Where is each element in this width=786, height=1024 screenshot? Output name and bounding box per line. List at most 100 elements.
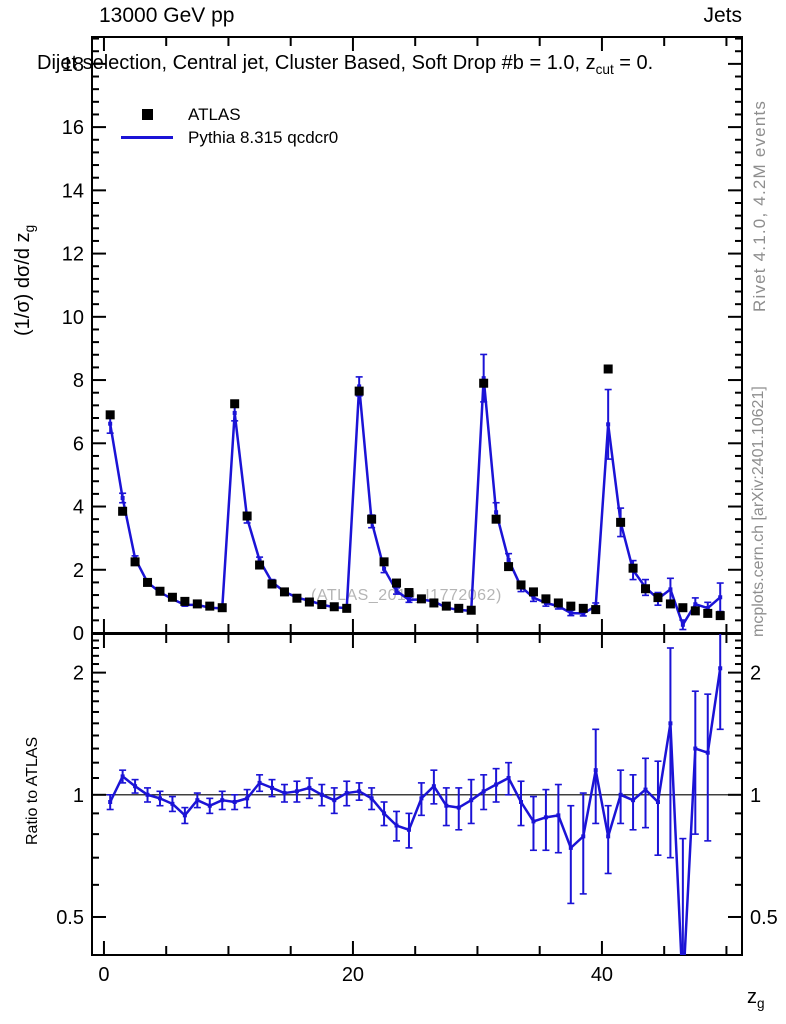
atlas-data-marker	[466, 605, 476, 615]
atlas-data-marker	[118, 506, 128, 516]
atlas-data-marker	[342, 603, 352, 613]
atlas-data-marker	[217, 603, 227, 613]
mc-point-marker	[568, 611, 573, 616]
mc-point-marker	[406, 597, 411, 602]
main-y-tick-label: 18	[62, 54, 84, 76]
mc-point-marker	[431, 784, 436, 789]
x-title-subscript: g	[757, 996, 765, 1012]
mc-point-marker	[257, 558, 262, 563]
mc-point-marker	[157, 796, 162, 801]
legend: ATLAS Pythia 8.315 qcdcr0	[118, 103, 338, 149]
subtitle-text: Dijet selection, Central jet, Cluster Ba…	[37, 52, 596, 74]
main-y-tick-label: 4	[73, 497, 84, 519]
atlas-data-marker	[143, 577, 153, 587]
mc-point-marker	[220, 798, 225, 803]
atlas-data-marker	[479, 378, 489, 388]
mc-point-marker	[245, 796, 250, 801]
ratio-y-tick-label-right: 1	[750, 785, 761, 807]
atlas-data-marker	[578, 603, 588, 613]
atlas-data-marker	[130, 557, 140, 567]
mc-point-marker	[170, 801, 175, 806]
selection-subtitle: Dijet selection, Central jet, Cluster Ba…	[37, 52, 653, 77]
atlas-data-marker	[641, 584, 651, 594]
mc-point-marker	[581, 834, 586, 839]
subtitle-tail: = 0.	[613, 52, 654, 74]
mc-point-marker	[282, 791, 287, 796]
mc-point-marker	[456, 805, 461, 810]
atlas-data-marker	[354, 386, 364, 396]
mc-point-marker	[332, 798, 337, 803]
mc-point-marker	[655, 800, 660, 805]
mc-point-marker	[382, 566, 387, 571]
atlas-data-marker	[441, 601, 451, 611]
ratio-y-tick-label-right: 0.5	[750, 907, 778, 929]
main-panel-series	[105, 353, 725, 631]
mc-point-marker	[494, 782, 499, 787]
mc-point-marker	[693, 602, 698, 607]
mc-point-marker	[232, 410, 237, 415]
mc-point-marker	[705, 606, 710, 611]
atlas-data-marker	[678, 603, 688, 613]
atlas-data-marker	[416, 594, 426, 604]
x-tick-label: 40	[591, 964, 613, 986]
atlas-data-marker	[279, 587, 289, 597]
mc-point-marker	[257, 780, 262, 785]
atlas-data-marker	[454, 603, 464, 613]
atlas-data-marker	[541, 594, 551, 604]
legend-marker-wrap	[118, 109, 176, 120]
ratio-y-tick-label: 0.5	[56, 907, 84, 929]
mc-point-marker	[718, 666, 723, 671]
mc-point-marker	[270, 785, 275, 790]
mc-point-marker	[705, 750, 710, 755]
mc-point-marker	[680, 622, 685, 627]
atlas-data-marker	[205, 601, 215, 611]
atlas-data-marker	[367, 514, 377, 524]
mc-point-marker	[419, 796, 424, 801]
mc-point-marker	[668, 587, 673, 592]
atlas-data-marker	[267, 579, 277, 589]
mc-point-marker	[307, 785, 312, 790]
pythia-line-icon	[121, 136, 173, 139]
atlas-data-marker	[616, 517, 626, 527]
x-axis-title: zg	[747, 986, 765, 1011]
mc-point-marker	[357, 789, 362, 794]
legend-row-atlas: ATLAS	[118, 103, 338, 126]
mc-point-marker	[581, 611, 586, 616]
main-y-tick-label: 10	[62, 307, 84, 329]
mc-point-marker	[108, 800, 113, 805]
atlas-data-marker	[566, 601, 576, 611]
mc-point-marker	[207, 803, 212, 808]
mc-point-marker	[357, 384, 362, 389]
atlas-data-marker	[553, 598, 563, 608]
mc-point-marker	[593, 768, 598, 773]
mc-point-marker	[120, 774, 125, 779]
mc-point-marker	[182, 813, 187, 818]
atlas-data-marker	[105, 410, 115, 420]
atlas-data-marker	[155, 586, 165, 596]
mc-point-marker	[469, 798, 474, 803]
mc-point-marker	[631, 798, 636, 803]
atlas-data-marker	[304, 597, 314, 607]
axis-ticks	[92, 37, 742, 955]
main-y-tick-label: 0	[73, 623, 84, 645]
x-tick-label: 20	[342, 964, 364, 986]
x-title-text: z	[747, 986, 757, 1008]
subtitle-subscript: cut	[595, 62, 614, 78]
atlas-data-marker	[603, 364, 613, 374]
atlas-data-marker	[665, 599, 675, 609]
mc-point-marker	[681, 988, 685, 992]
main-y-tick-label: 2	[73, 560, 84, 582]
legend-line-wrap	[118, 136, 176, 139]
atlas-data-marker	[379, 557, 389, 567]
mc-point-marker	[568, 845, 573, 850]
atlas-data-marker	[329, 602, 339, 612]
main-y-tick-label: 12	[62, 244, 84, 266]
atlas-data-marker	[167, 592, 177, 602]
mc-point-marker	[543, 815, 548, 820]
mc-point-marker	[344, 791, 349, 796]
mc-point-marker	[506, 557, 511, 562]
x-tick-label: 0	[98, 964, 109, 986]
mc-line	[109, 668, 722, 955]
mc-line	[108, 376, 722, 627]
mc-point-marker	[606, 834, 611, 839]
